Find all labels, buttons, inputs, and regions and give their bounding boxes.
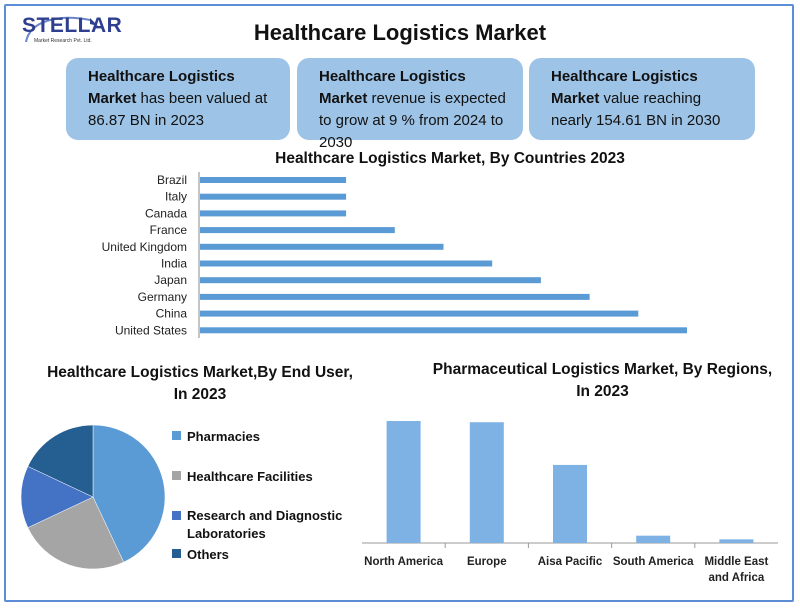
country-label: India [161, 257, 187, 271]
summary-card-valuation: Healthcare Logistics Market has been val… [66, 58, 290, 140]
legend-item: Healthcare Facilities [172, 468, 313, 486]
legend-label: Pharmacies [187, 429, 260, 444]
pie-legend: Pharmacies Healthcare Facilities Research … [172, 428, 352, 568]
legend-item: Research and Diagnostic Laboratories [172, 508, 352, 543]
country-label: United Kingdom [102, 240, 187, 254]
country-label: Italy [165, 190, 187, 204]
countries-chart-title: Healthcare Logistics Market, By Countrie… [275, 150, 625, 167]
pie-slice [27, 424, 94, 498]
legend-swatch [172, 471, 181, 480]
country-bar [200, 243, 444, 250]
stellar-logo-swoosh [25, 16, 98, 43]
legend-label: Research and Diagnostic Laboratories [187, 508, 343, 541]
country-bar [200, 210, 347, 217]
country-label: Japan [154, 273, 187, 287]
card-text: value reaching nearly 154.61 BN in 2030 [551, 90, 721, 129]
country-label: China [156, 307, 188, 321]
country-label: Germany [138, 290, 187, 304]
card-text: revenue is expected to grow at 9 % from … [319, 90, 506, 151]
country-label: France [150, 223, 188, 237]
country-bar [200, 227, 395, 234]
brand-tagline: Market Research Pvt. Ltd. [34, 38, 92, 44]
country-label: United States [115, 323, 187, 337]
card-heading: Healthcare Logistics Market [551, 68, 698, 107]
end-user-pie-chart [20, 424, 166, 570]
summary-card-growth: Healthcare Logistics Market revenue is e… [297, 58, 523, 151]
legend-label: Healthcare Facilities [187, 469, 313, 484]
country-bar [200, 277, 541, 284]
country-label: Brazil [157, 173, 187, 187]
page-title: Healthcare Logistics Market [253, 20, 547, 45]
legend-label: Others [187, 547, 229, 562]
countries-bar-chart: Brazil Italy Canada France United Kingdom Ind… [102, 172, 687, 338]
country-bar [200, 193, 347, 200]
brand-name: STELLAR [22, 14, 123, 37]
country-bar [200, 177, 347, 183]
infographic-frame [4, 4, 794, 602]
legend-swatch [172, 549, 181, 558]
country-bar [200, 293, 590, 300]
card-heading: Healthcare Logistics Market [88, 68, 235, 107]
pie-slice [92, 424, 166, 563]
end-user-chart-title: Healthcare Logistics Market,By End User,… [47, 364, 353, 403]
country-bar [200, 310, 639, 317]
country-label: Canada [145, 206, 187, 220]
country-bar [200, 327, 687, 334]
regions-chart-title: Pharmaceutical Logistics Market, By Regi… [432, 361, 773, 400]
pie-slice [20, 466, 94, 528]
legend-item: Pharmacies [172, 428, 260, 446]
legend-item: Others [172, 546, 229, 564]
card-text: has been valued at 86.87 BN in 2023 [88, 90, 268, 129]
pie-slice [27, 496, 124, 570]
legend-swatch [172, 431, 181, 440]
country-bar [200, 260, 493, 267]
card-heading: Healthcare Logistics Market [319, 68, 466, 107]
legend-swatch [172, 511, 181, 520]
summary-card-forecast: Healthcare Logistics Market value reachi… [529, 58, 755, 140]
